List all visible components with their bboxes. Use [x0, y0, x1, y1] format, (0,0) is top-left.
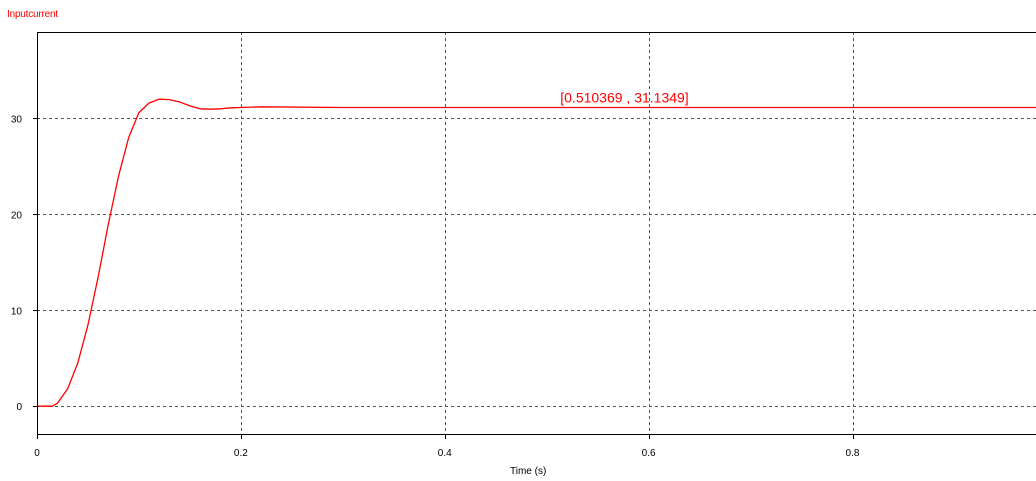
x-axis-title: Time (s)	[510, 466, 547, 477]
y-tick-label: 20	[11, 210, 23, 221]
series-title: Inputcurrent	[7, 9, 58, 20]
plot-area	[37, 32, 1036, 435]
y-tick-label: 30	[11, 114, 23, 125]
x-tick-label: 0.4	[438, 448, 452, 459]
axis-ticks: 0 0.2 0.4 0.6 0.8 0 10 20 30	[11, 114, 860, 459]
y-tick-label: 10	[11, 306, 23, 317]
series-line	[37, 98, 1036, 407]
x-tick-label: 0	[34, 448, 40, 459]
cursor-readout: [0.510369 , 31.1349]	[560, 89, 688, 105]
series-group	[37, 98, 1036, 407]
x-tick-label: 0.6	[642, 448, 656, 459]
x-tick-label: 0.2	[234, 448, 248, 459]
x-tick-label: 0.8	[846, 448, 860, 459]
y-tick-label: 0	[16, 402, 22, 413]
annotation-group: [0.510369 , 31.1349]	[560, 89, 688, 105]
grid-lines	[37, 32, 1036, 435]
